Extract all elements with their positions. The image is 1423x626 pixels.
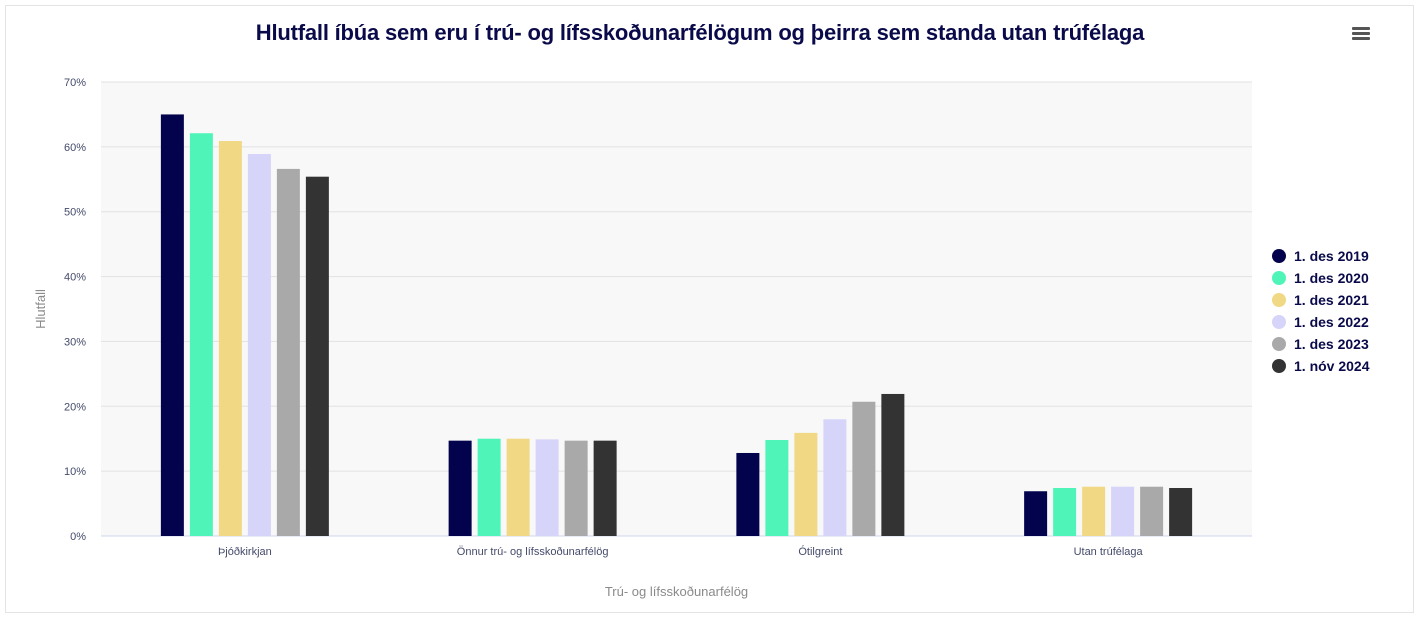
bar xyxy=(1111,486,1135,536)
bar xyxy=(1024,491,1048,536)
bar xyxy=(794,432,818,536)
y-tick-label: 50% xyxy=(64,207,86,219)
legend-item[interactable]: 1. nóv 2024 xyxy=(1272,355,1370,377)
chart-legend: 1. des 2019 1. des 2020 1. des 2021 1. des … xyxy=(1272,245,1370,377)
hamburger-menu-icon[interactable] xyxy=(1352,27,1370,43)
bar xyxy=(1082,486,1106,536)
bar xyxy=(1140,486,1164,536)
x-axis-title: Trú- og lífsskoðunarfélög xyxy=(605,584,748,599)
legend-item[interactable]: 1. des 2023 xyxy=(1272,333,1370,355)
legend-label: 1. nóv 2024 xyxy=(1294,358,1370,374)
legend-label: 1. des 2022 xyxy=(1294,314,1369,330)
legend-label: 1. des 2021 xyxy=(1294,292,1369,308)
y-axis-title: Hlutfall xyxy=(33,289,48,329)
x-tick-label: Önnur trú- og lífsskoðunarfélög xyxy=(457,546,609,558)
bar xyxy=(189,133,213,537)
legend-label: 1. des 2019 xyxy=(1294,248,1369,264)
bar xyxy=(1169,488,1193,536)
bar xyxy=(305,176,329,537)
legend-marker xyxy=(1272,315,1286,329)
bar xyxy=(852,401,876,536)
legend-marker xyxy=(1272,293,1286,307)
y-tick-label: 70% xyxy=(64,77,86,89)
x-tick-label: Þjóðkirkjan xyxy=(218,546,272,558)
legend-marker xyxy=(1272,359,1286,373)
bar xyxy=(564,440,588,536)
bar xyxy=(1053,488,1077,536)
plot-background xyxy=(101,82,1252,536)
y-tick-label: 60% xyxy=(64,142,86,154)
y-tick-label: 30% xyxy=(64,336,86,348)
bar xyxy=(736,452,760,536)
y-tick-label: 0% xyxy=(70,531,86,543)
chart-title: Hlutfall íbúa sem eru í trú- og lífsskoð… xyxy=(255,20,1145,45)
legend-marker xyxy=(1272,249,1286,263)
bar xyxy=(477,438,501,536)
bar xyxy=(247,153,271,536)
legend-item[interactable]: 1. des 2019 xyxy=(1272,245,1370,267)
legend-label: 1. des 2023 xyxy=(1294,336,1369,352)
bar xyxy=(448,440,472,536)
bar xyxy=(160,114,184,536)
bar xyxy=(823,419,847,536)
legend-item[interactable]: 1. des 2022 xyxy=(1272,311,1370,333)
bar xyxy=(765,440,789,536)
legend-marker xyxy=(1272,337,1286,351)
bar xyxy=(506,438,530,536)
legend-label: 1. des 2020 xyxy=(1294,270,1369,286)
legend-item[interactable]: 1. des 2020 xyxy=(1272,267,1370,289)
x-tick-label: Utan trúfélaga xyxy=(1074,546,1144,558)
bar xyxy=(881,393,905,536)
y-tick-label: 40% xyxy=(64,272,86,284)
legend-item[interactable]: 1. des 2021 xyxy=(1272,289,1370,311)
y-tick-label: 20% xyxy=(64,401,86,413)
legend-marker xyxy=(1272,271,1286,285)
bar xyxy=(535,439,559,536)
bar xyxy=(218,141,242,536)
bar xyxy=(276,168,300,536)
x-tick-label: Ótilgreint xyxy=(798,545,842,558)
bar xyxy=(593,440,617,536)
y-tick-label: 10% xyxy=(64,466,86,478)
